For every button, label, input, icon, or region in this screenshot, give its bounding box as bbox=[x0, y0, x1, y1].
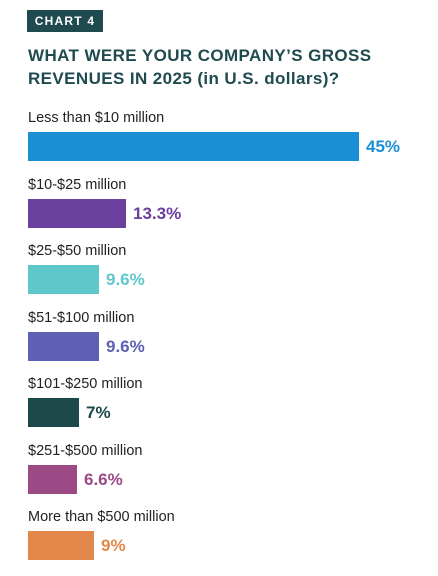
bar bbox=[28, 398, 79, 427]
category-label: $251-$500 million bbox=[28, 442, 143, 459]
bar bbox=[28, 464, 77, 494]
bar bbox=[28, 198, 126, 228]
bar bbox=[28, 265, 99, 294]
bar bbox=[28, 531, 94, 560]
value-label: 9% bbox=[101, 536, 126, 555]
category-label: $25-$50 million bbox=[28, 243, 127, 259]
value-label: 7% bbox=[86, 403, 111, 422]
value-label: 6.6% bbox=[84, 469, 123, 489]
value-label: 9.6% bbox=[106, 336, 145, 356]
bar bbox=[28, 331, 99, 361]
chart-title: WHAT WERE YOUR COMPANY’S GROSS REVENUES … bbox=[28, 46, 372, 88]
value-label: 13.3% bbox=[133, 203, 182, 223]
value-label: 45% bbox=[366, 137, 401, 156]
chart-number-badge: CHART 4 bbox=[27, 10, 103, 32]
category-label: More than $500 million bbox=[28, 509, 175, 525]
category-label: $10-$25 million bbox=[28, 176, 127, 193]
bar bbox=[28, 132, 359, 161]
value-label: 9.6% bbox=[106, 270, 145, 289]
category-label: Less than $10 million bbox=[28, 110, 165, 126]
category-label: $101-$250 million bbox=[28, 376, 143, 392]
category-label: $51-$100 million bbox=[28, 309, 135, 326]
